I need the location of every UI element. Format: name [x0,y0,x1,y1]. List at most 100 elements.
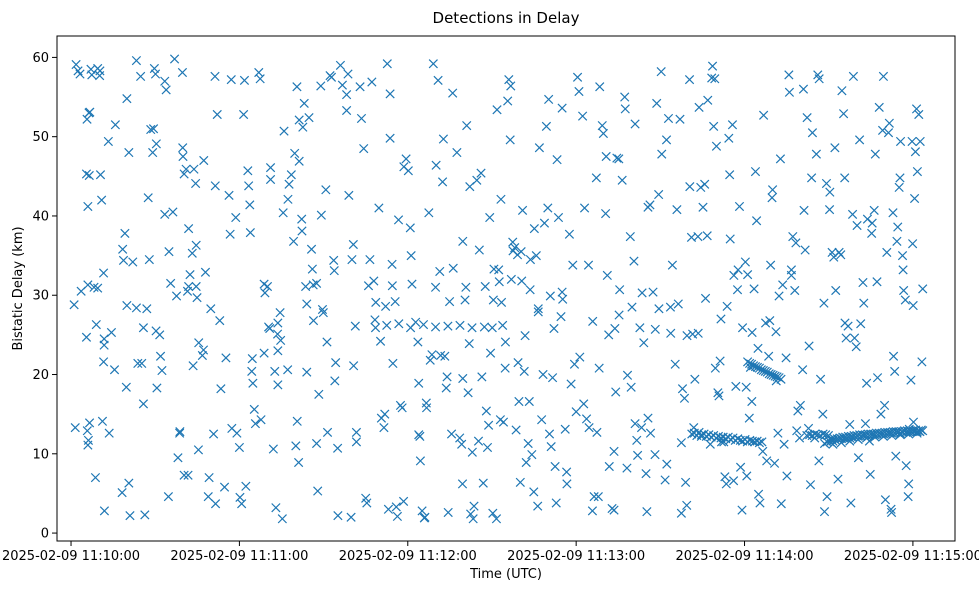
data-point [733,434,743,444]
data-point [774,291,784,301]
data-point [288,236,299,246]
data-point [656,67,666,77]
data-point [124,147,134,158]
data-point [626,382,636,392]
data-point [244,181,254,191]
data-point [632,450,643,461]
data-point [690,374,700,384]
data-point [392,511,403,522]
data-point [821,430,831,440]
data-point [440,351,450,361]
data-point [441,383,451,393]
data-point [481,406,491,416]
data-point [99,506,110,516]
data-point [458,236,468,246]
data-point [308,315,319,326]
data-point [183,224,194,234]
data-point [786,270,797,281]
data-point [753,489,764,499]
data-point [131,303,142,313]
data-point [533,304,543,314]
data-point [406,250,416,261]
data-point [858,277,868,288]
data-point [572,72,583,82]
data-point [212,109,222,120]
data-point [529,487,539,497]
data-point [462,120,472,131]
plot-marks [69,54,928,524]
data-point [568,260,578,270]
data-point [371,297,381,307]
data-point [293,457,304,468]
data-point [799,205,809,216]
data-point [260,288,270,298]
data-point [95,71,105,81]
data-point [84,418,95,428]
data-point [514,396,524,407]
data-point [391,502,401,512]
data-point [498,417,509,427]
data-point [446,429,457,439]
data-point [385,133,395,143]
data-point [702,231,712,241]
data-point [321,185,331,195]
data-point [152,383,162,393]
data-point [766,260,776,270]
data-point [96,195,107,205]
data-point [652,98,662,109]
data-point [546,442,556,452]
data-point [830,143,840,153]
data-point [734,201,745,212]
data-point [904,429,914,439]
y-tick-label: 10 [32,447,49,462]
data-point [355,82,365,92]
data-point [341,105,352,116]
data-point [622,370,633,380]
data-point [286,170,296,180]
data-point [335,60,346,70]
data-point [306,244,317,254]
data-point [243,166,253,176]
data-point [82,426,92,436]
data-point [557,287,567,297]
data-point [247,354,257,364]
data-point [750,166,761,177]
data-point [356,113,367,124]
data-point [175,428,185,438]
data-point [642,507,652,517]
data-point [556,312,566,322]
data-point [788,231,798,242]
data-point [838,109,849,119]
data-point [198,345,209,355]
data-point [853,434,863,445]
data-point [737,505,747,515]
data-point [790,285,800,296]
data-point [908,417,919,427]
data-point [645,428,656,438]
data-point [733,265,743,275]
data-point [878,431,889,441]
data-point [728,476,739,486]
data-point [611,387,621,397]
data-point [316,210,326,220]
data-point [629,256,639,266]
data-point [155,351,166,361]
data-point [161,85,171,95]
data-point [822,491,832,502]
data-point [677,384,688,394]
x-tick-label: 2025-02-09 11:15:00 [844,549,979,564]
data-point [729,270,739,281]
data-point [279,126,289,136]
data-point [483,420,494,430]
data-point [117,488,127,498]
data-point [104,428,114,438]
data-point [485,348,496,358]
data-point [742,471,752,481]
data-point [680,477,691,487]
data-point [359,143,369,154]
data-point [444,296,455,307]
data-point [474,245,484,255]
data-point [259,348,269,358]
data-point [302,299,312,309]
data-point [200,267,211,277]
